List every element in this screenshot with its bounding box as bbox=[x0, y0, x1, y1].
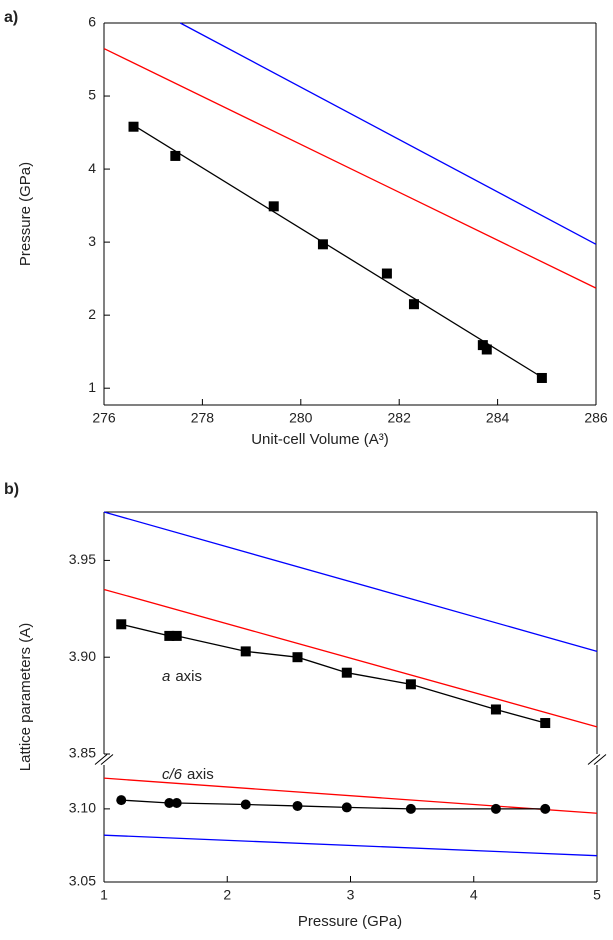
marker bbox=[171, 798, 182, 809]
marker bbox=[116, 619, 127, 630]
axis-break bbox=[593, 754, 607, 765]
x-tick-label: 5 bbox=[593, 887, 601, 903]
panel-label: b) bbox=[4, 481, 19, 498]
marker bbox=[540, 803, 551, 814]
axis-break bbox=[100, 754, 114, 765]
marker bbox=[381, 268, 392, 279]
annotation: c/6 axis bbox=[162, 766, 214, 783]
annotation-text: axis bbox=[187, 766, 214, 783]
y-tick-label: 3.85 bbox=[69, 745, 96, 761]
series-line bbox=[133, 124, 543, 378]
marker bbox=[292, 652, 303, 663]
x-tick-label: 1 bbox=[100, 887, 108, 903]
marker bbox=[164, 630, 175, 641]
x-tick-label: 2 bbox=[223, 887, 231, 903]
x-tick-label: 3 bbox=[347, 887, 355, 903]
annotation: a axis bbox=[162, 668, 202, 685]
marker bbox=[268, 201, 279, 212]
y-tick-label: 4 bbox=[88, 160, 96, 176]
marker bbox=[481, 344, 492, 355]
panel-label: a) bbox=[4, 9, 18, 26]
marker bbox=[292, 800, 303, 811]
marker bbox=[170, 150, 181, 161]
series-line bbox=[179, 22, 597, 245]
marker bbox=[405, 679, 416, 690]
marker bbox=[240, 646, 251, 657]
marker bbox=[540, 718, 551, 729]
annotation-italic: c/6 bbox=[162, 766, 183, 783]
x-tick-label: 278 bbox=[191, 410, 215, 426]
marker bbox=[317, 239, 328, 250]
marker bbox=[341, 802, 352, 813]
marker bbox=[490, 803, 501, 814]
marker bbox=[408, 299, 419, 310]
y-tick-label: 3.05 bbox=[69, 873, 96, 889]
series-line bbox=[103, 511, 598, 653]
marker bbox=[240, 799, 251, 810]
y-axis-label: Pressure (GPa) bbox=[17, 162, 34, 266]
marker bbox=[164, 798, 175, 809]
y-tick-label: 3.10 bbox=[69, 800, 96, 816]
annotation-text: axis bbox=[175, 668, 202, 685]
y-tick-label: 1 bbox=[88, 379, 96, 395]
marker bbox=[490, 704, 501, 715]
y-tick-label: 3.90 bbox=[69, 648, 96, 664]
y-tick-label: 2 bbox=[88, 306, 96, 322]
marker bbox=[116, 795, 127, 806]
marker bbox=[536, 372, 547, 383]
y-tick-label: 6 bbox=[88, 14, 96, 30]
axis-break bbox=[94, 754, 108, 765]
y-axis-label: Lattice parameters (A) bbox=[17, 623, 34, 771]
annotation-italic: a bbox=[162, 668, 170, 685]
x-tick-label: 4 bbox=[470, 887, 478, 903]
marker bbox=[341, 667, 352, 678]
y-tick-label: 5 bbox=[88, 87, 96, 103]
marker bbox=[171, 630, 182, 641]
x-tick-label: 280 bbox=[289, 410, 313, 426]
x-tick-label: 276 bbox=[92, 410, 116, 426]
axis-break bbox=[587, 754, 601, 765]
x-axis-label: Unit-cell Volume (A³) bbox=[251, 431, 389, 448]
series-line bbox=[103, 834, 598, 857]
x-tick-label: 286 bbox=[584, 410, 608, 426]
series-line bbox=[103, 47, 597, 289]
marker bbox=[128, 121, 139, 132]
y-tick-label: 3 bbox=[88, 233, 96, 249]
x-axis-label: Pressure (GPa) bbox=[298, 913, 402, 930]
series-line bbox=[103, 777, 598, 814]
y-tick-label: 3.95 bbox=[69, 551, 96, 567]
x-tick-label: 284 bbox=[486, 410, 510, 426]
series-line bbox=[103, 588, 598, 728]
x-tick-label: 282 bbox=[388, 410, 412, 426]
marker bbox=[405, 803, 416, 814]
